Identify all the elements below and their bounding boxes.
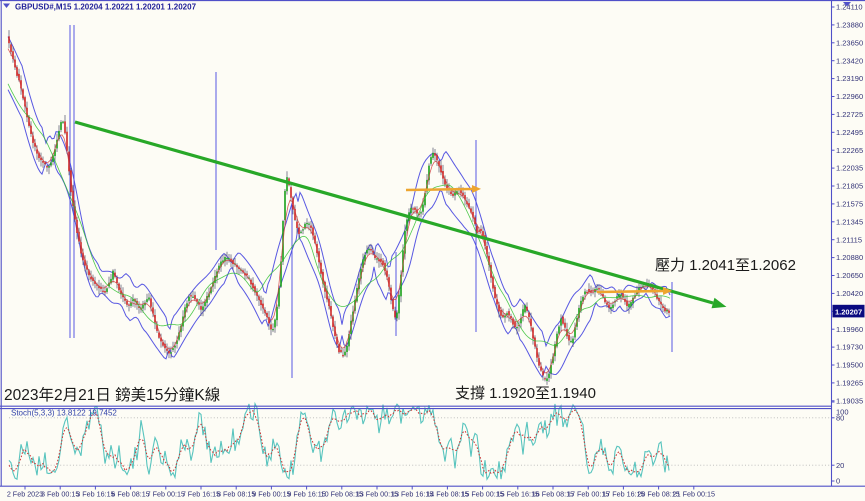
time-axis-label: 14 Feb 08:15: [426, 490, 468, 499]
price-axis-label: 1.19960: [836, 325, 863, 334]
time-axis-label: 3 Feb 00:15: [41, 490, 79, 499]
symbol-ohlc-title: GBPUSD#,M15 1.20204 1.20221 1.20201 1.20…: [15, 3, 197, 12]
time-axis-label: 7 Feb 00:15: [147, 490, 185, 499]
trend-objects[interactable]: [74, 120, 727, 309]
time-axis-label: 20 Feb 08:15: [637, 490, 679, 499]
resistance-arrow-lower-head: [662, 287, 672, 295]
price-axis-label: 1.23880: [836, 21, 863, 30]
stoch-d-line: [8, 407, 670, 474]
moving-averages: [7, 48, 671, 374]
time-axis-label: 2 Feb 2023: [7, 490, 43, 499]
envelope-bands: [7, 25, 673, 378]
stoch-axis-label: 0: [836, 477, 840, 486]
time-axis-label: 15 Feb 16:15: [497, 490, 539, 499]
time-axis-label: 6 Feb 08:15: [111, 490, 149, 499]
time-axis-label: 15 Feb 00:15: [461, 490, 503, 499]
envelope-upper-band: [7, 36, 671, 348]
time-axis-label: 9 Feb 00:15: [252, 490, 290, 499]
price-axis-label: 1.23190: [836, 74, 863, 83]
resistance-arrow-upper: [405, 187, 473, 192]
time-axis-label: 9 Feb 16:15: [287, 490, 325, 499]
symbol-dropdown-icon[interactable]: [3, 3, 10, 9]
price-axis-label: 1.21805: [836, 182, 863, 191]
price-axis-label: 1.19265: [836, 379, 863, 388]
price-axis-label: 1.20650: [836, 271, 863, 280]
time-axis-label: 13 Feb 16:15: [391, 490, 433, 499]
price-axis-label: 1.23420: [836, 56, 863, 65]
stoch-axis-label: 20: [836, 461, 844, 470]
price-axis-label: 1.22960: [836, 92, 863, 101]
price-axis-label: 1.19035: [836, 396, 863, 405]
time-axis-label: 3 Feb 16:15: [76, 490, 114, 499]
support-annotation: 支撐 1.1920至1.1940: [455, 385, 596, 402]
time-axis-label: 10 Feb 08:15: [321, 490, 363, 499]
time-axis-label: 17 Feb 16:15: [602, 490, 644, 499]
window-frame: [0, 0, 865, 487]
price-axis-label: 1.19500: [836, 361, 863, 370]
price-axis[interactable]: 1.24110 1.23880 1.23650 1.23420 1.23190 1.229…: [831, 3, 863, 406]
price-axis-label: 1.19730: [836, 343, 863, 352]
time-axis-label: 7 Feb 16:15: [182, 490, 220, 499]
time-axis-label: 21 Feb 00:15: [673, 490, 715, 499]
time-axis-label: 13 Feb 00:15: [356, 490, 398, 499]
current-price-tag: [832, 304, 865, 318]
time-axis-label: 17 Feb 00:15: [567, 490, 609, 499]
stoch-axis-label: 100: [836, 408, 849, 417]
resistance-annotation: 壓力 1.2041至1.2062: [655, 257, 796, 274]
time-axis-label: 8 Feb 08:15: [217, 490, 255, 499]
price-axis-label: 1.20420: [836, 289, 863, 298]
date-annotation: 2023年2月21日 鎊美15分鐘K線: [4, 386, 220, 404]
price-axis-label: 1.23650: [836, 38, 863, 47]
price-axis-label: 1.22265: [836, 146, 863, 155]
ma-fast-line: [7, 48, 671, 374]
descending-trendline-arrow-head: [711, 297, 727, 309]
price-axis-label: 1.21115: [836, 235, 862, 244]
resistance-arrow-lower: [596, 289, 664, 294]
resistance-arrow-upper-head: [471, 185, 481, 193]
chart-shift-marker-icon[interactable]: [843, 2, 851, 7]
price-axis-label: 1.24110: [836, 3, 863, 12]
ma-slow-line: [7, 83, 671, 346]
time-axis-label: 16 Feb 08:15: [532, 490, 574, 499]
price-axis-label: 1.21575: [836, 200, 863, 209]
price-axis-label: 1.21345: [836, 217, 863, 226]
price-axis-label: 1.22495: [836, 128, 863, 137]
stoch-axis-label: 80: [836, 413, 844, 422]
candlestick-series: [8, 30, 670, 385]
price-axis-label: 1.20880: [836, 253, 863, 262]
descending-trendline-arrow: [74, 120, 714, 305]
price-axis-label: 1.22725: [836, 110, 863, 119]
current-price-tag-label: 1.20207: [835, 308, 862, 317]
price-axis-label: 1.22035: [836, 164, 863, 173]
stoch-indicator-label: Stoch(5,3,3) 13.8122 19.7452: [11, 409, 117, 418]
